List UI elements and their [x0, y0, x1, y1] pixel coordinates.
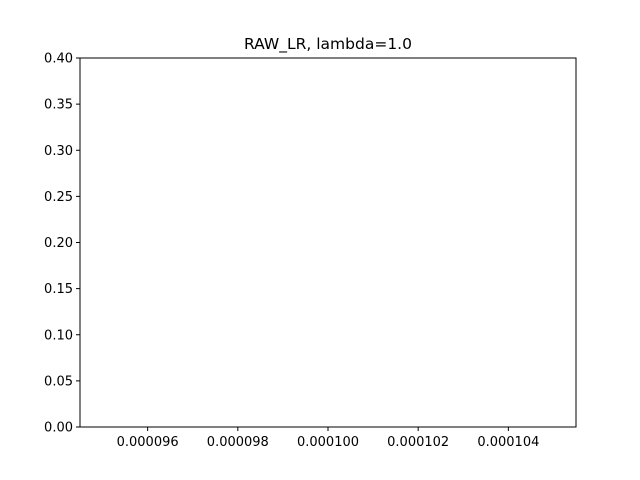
x-tick-label: 0.000100: [297, 435, 359, 450]
x-tick-label: 0.000096: [117, 435, 179, 450]
x-tick-label: 0.000102: [387, 435, 449, 450]
y-tick-label: 0.30: [44, 144, 73, 159]
y-tick-label: 0.05: [44, 374, 73, 389]
y-tick-label: 0.40: [44, 52, 73, 67]
plot-area: [80, 58, 576, 427]
y-tick-label: 0.35: [44, 98, 73, 113]
y-axis: 0.00 0.05 0.10 0.15 0.20 0.25 0.30 0.35 0.40: [44, 52, 80, 436]
y-tick-label: 0.00: [44, 421, 73, 436]
y-tick-label: 0.25: [44, 190, 73, 205]
chart-title: RAW_LR, lambda=1.0: [244, 35, 412, 54]
x-tick-label: 0.000098: [207, 435, 269, 450]
x-tick-label: 0.000104: [477, 435, 539, 450]
y-tick-label: 0.15: [44, 282, 73, 297]
x-axis: 0.000096 0.000098 0.000100 0.000102 0.000104: [117, 427, 539, 450]
y-tick-label: 0.20: [44, 236, 73, 251]
plot-frame: [79, 57, 577, 428]
y-tick-label: 0.10: [44, 328, 73, 343]
